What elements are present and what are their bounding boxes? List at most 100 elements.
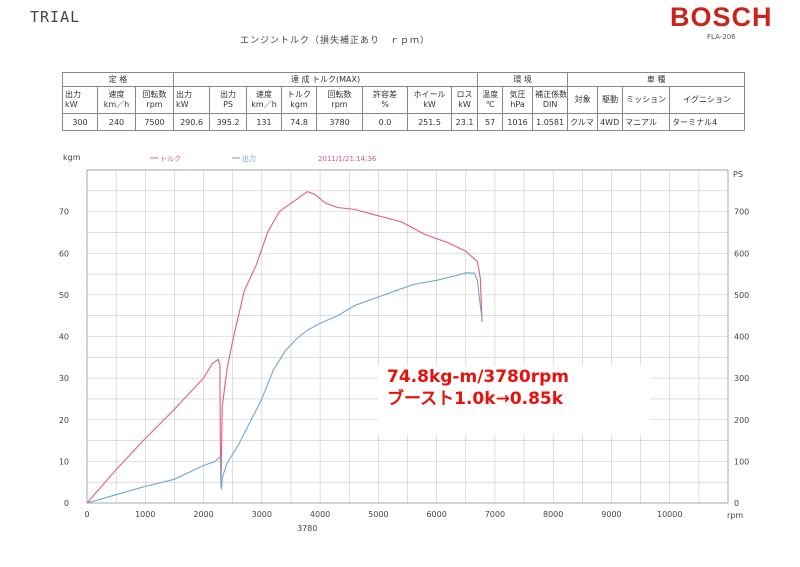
x-tick-label: 4000 [310, 510, 330, 519]
y-right-tick-label: 200 [734, 416, 749, 425]
unit-label: kW [176, 100, 189, 109]
unit-label: ℃ [485, 100, 495, 109]
unit-header: 出力 [65, 90, 81, 99]
y-right-tick-label: 700 [734, 208, 749, 217]
table-group-row: 定 格 達 成 トルク(MAX) 環 境 車 種 [61, 72, 746, 87]
unit-cell: 回転数 rpm [134, 86, 175, 114]
y-left-tick-label: 60 [59, 249, 69, 258]
unit-header: ロス [456, 90, 473, 99]
plot-frame [86, 169, 729, 504]
value-cell: 74.8 [281, 113, 318, 131]
y-right-tick-label: 0 [734, 499, 739, 508]
unit-cell: 駆動 [597, 86, 624, 114]
dyno-chart: 0 1000 2000 3000 4000 5000 6000 7000 8000 9000 100… [59, 153, 749, 533]
value-cell: 23.1 [451, 113, 479, 131]
value-cell: マニアル [622, 113, 671, 131]
unit-label: km／h [103, 100, 130, 109]
unit-header: トルク [287, 90, 312, 99]
unit-header: 補正係数 [535, 90, 568, 99]
group-rated: 定 格 [61, 72, 175, 87]
y-right-unit: PS [733, 170, 743, 179]
annotation-torque: 74.8kg-m/3780rpm [387, 367, 569, 387]
x-tick-label: 1000 [135, 510, 155, 519]
unit-cell: 温度 ℃ [477, 86, 504, 114]
unit-cell: 速度 km／h [246, 86, 283, 114]
value-cell: 1016 [502, 113, 534, 131]
x-tick-label: 2000 [193, 510, 213, 519]
y-left-unit: kgm [63, 153, 81, 162]
value-cell: 290.6 [173, 113, 211, 131]
value-cell: 1.0581 [532, 113, 569, 131]
annotation-boost: ブースト1.0k→0.85k [387, 389, 564, 409]
unit-header: 回転数 [142, 90, 167, 99]
value-cell: 4WD [597, 113, 624, 131]
value-cell: ターミナル4 [669, 113, 746, 131]
unit-header: 駆動 [602, 95, 619, 104]
bosch-logo: BOSCH [670, 2, 773, 32]
x-tick-label: 5000 [368, 510, 388, 519]
trial-label: TRIAL [30, 8, 81, 26]
unit-cell: 出力 kW [62, 86, 98, 114]
value-cell: 251.5 [407, 113, 453, 131]
report-subtitle: エンジントルク（損失補正あり ｒｐｍ） [240, 36, 431, 46]
unit-label: kgm [290, 100, 308, 109]
unit-header: ホイール [413, 90, 446, 99]
spec-table: 定 格 達 成 トルク(MAX) 環 境 車 種 出力 kW 速度 km／h 回転数 rp… [61, 72, 746, 131]
x-tick-label: 7000 [485, 510, 505, 519]
unit-header: 温度 [482, 90, 499, 99]
unit-label: rpm [331, 100, 348, 109]
y-right-tick-label: 600 [734, 249, 749, 258]
y-left-tick-label: 30 [59, 374, 69, 383]
power-curve [86, 272, 483, 504]
unit-cell: トルク kgm [281, 86, 318, 114]
unit-header: ミッション [626, 95, 667, 104]
x-unit: rpm [727, 511, 743, 520]
unit-label: kW [65, 100, 78, 109]
unit-header: 出力 [220, 90, 237, 99]
value-cell: クルマ [567, 113, 599, 131]
unit-header: 回転数 [327, 90, 352, 99]
unit-cell: ホイール kW [407, 86, 453, 114]
annotation-box: 74.8kg-m/3780rpm ブースト1.0k→0.85k [378, 366, 650, 434]
x-tick-label: 9000 [601, 510, 621, 519]
x-tick-label: 10000 [657, 510, 682, 519]
x-tick-label: 6000 [426, 510, 446, 519]
unit-header: 速度 [256, 90, 273, 99]
value-cell: 300 [62, 113, 98, 131]
peak-rpm-marker-label: 3780 [297, 524, 317, 533]
group-environment: 環 境 [477, 72, 569, 87]
y-right-tick-label: 500 [734, 291, 749, 300]
unit-header: 許容差 [373, 90, 398, 99]
x-tick-label: 3000 [252, 510, 272, 519]
unit-cell: 出力 PS [209, 86, 248, 114]
unit-cell: ミッション [622, 86, 671, 114]
y-right-tick-label: 100 [734, 457, 749, 466]
unit-cell: 補正係数 DIN [532, 86, 569, 114]
unit-label: kW [423, 100, 436, 109]
chart-grid [86, 169, 729, 504]
y-right-tick-label: 400 [734, 333, 749, 342]
group-vehicle: 車 種 [567, 72, 746, 87]
model-label: FLA-206 [707, 33, 736, 41]
unit-label: km／h [251, 100, 277, 109]
value-cell: 240 [97, 113, 136, 131]
unit-cell: 気圧 hPa [502, 86, 534, 114]
y-left-tick-label: 70 [59, 208, 69, 217]
x-tick-label: 0 [84, 510, 89, 519]
y-left-tick-label: 50 [59, 291, 69, 300]
legend: トルク 出力 2011/1/21.14:36 [150, 154, 377, 163]
value-cell: 131 [246, 113, 283, 131]
table-unit-row: 出力 kW 速度 km／h 回転数 rpm 出力 kW 出力 PS 速度 km／h トルク kgm 回転数 r… [62, 86, 746, 114]
value-cell: 3780 [316, 113, 364, 131]
y-left-tick-label: 10 [59, 457, 69, 466]
chart-axes: 0 1000 2000 3000 4000 5000 6000 7000 8000 9000 100… [59, 169, 749, 519]
unit-cell: 出力 kW [173, 86, 211, 114]
y-right-tick-label: 300 [734, 374, 749, 383]
value-cell: 7500 [134, 113, 175, 131]
unit-header: 出力 [176, 90, 193, 99]
value-cell: 57 [477, 113, 504, 131]
unit-header: イグニション [683, 95, 732, 104]
y-left-tick-label: 0 [64, 499, 69, 508]
torque-curve [86, 190, 483, 504]
unit-cell: 速度 km／h [97, 86, 136, 114]
